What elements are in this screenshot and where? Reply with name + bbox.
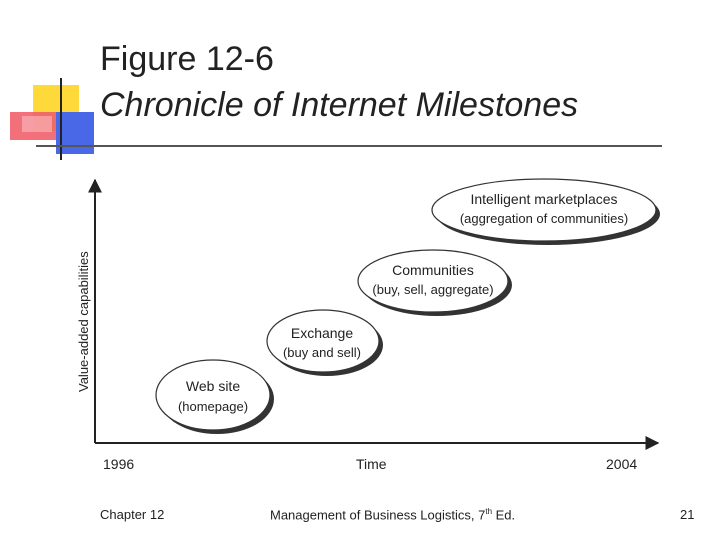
milestone-sublabel: (aggregation of communities) xyxy=(460,211,628,226)
milestone-exchange: Exchange (buy and sell) xyxy=(266,309,383,376)
milestone-intelligent-marketplaces: Intelligent marketplaces (aggregation of… xyxy=(431,178,660,245)
milestone-sublabel: (buy and sell) xyxy=(283,345,361,360)
milestone-communities: Communities (buy, sell, aggregate) xyxy=(357,249,512,316)
milestone-label: Communities xyxy=(392,262,474,278)
milestone-label: Intelligent marketplaces xyxy=(470,191,617,207)
milestone-sublabel: (buy, sell, aggregate) xyxy=(372,282,493,297)
milestone-bubble xyxy=(155,359,271,431)
milestone-label: Web site xyxy=(186,378,240,394)
footer-book-suffix: Ed. xyxy=(492,507,516,523)
figure-number: Figure 12-6 xyxy=(100,40,274,78)
milestone-bubble xyxy=(266,309,380,373)
footer-book-prefix: Management of Business Logistics, 7 xyxy=(270,507,486,523)
decor-blue-square xyxy=(56,112,94,154)
x-axis-label: Time xyxy=(356,456,387,472)
footer-book-sup: th xyxy=(485,507,493,516)
page-number: 21 xyxy=(680,507,695,522)
decor-vertical-line xyxy=(60,78,62,160)
milestone-bubble xyxy=(357,249,509,313)
figure-title: Chronicle of Internet Milestones xyxy=(100,86,579,124)
x-axis-start-label: 1996 xyxy=(103,456,134,472)
milestone-bubble xyxy=(431,178,657,242)
milestone-label: Exchange xyxy=(291,325,353,341)
milestone-sublabel: (homepage) xyxy=(178,399,248,414)
y-axis-label: Value-added capabilities xyxy=(76,251,91,392)
x-axis-end-label: 2004 xyxy=(606,456,637,472)
footer-chapter: Chapter 12 xyxy=(100,507,165,522)
decor-pink-square xyxy=(22,116,52,132)
footer-book-title: Management of Business Logistics, 7th Ed… xyxy=(270,507,515,522)
milestone-web-site: Web site (homepage) xyxy=(155,359,274,434)
title-underline xyxy=(36,145,662,147)
